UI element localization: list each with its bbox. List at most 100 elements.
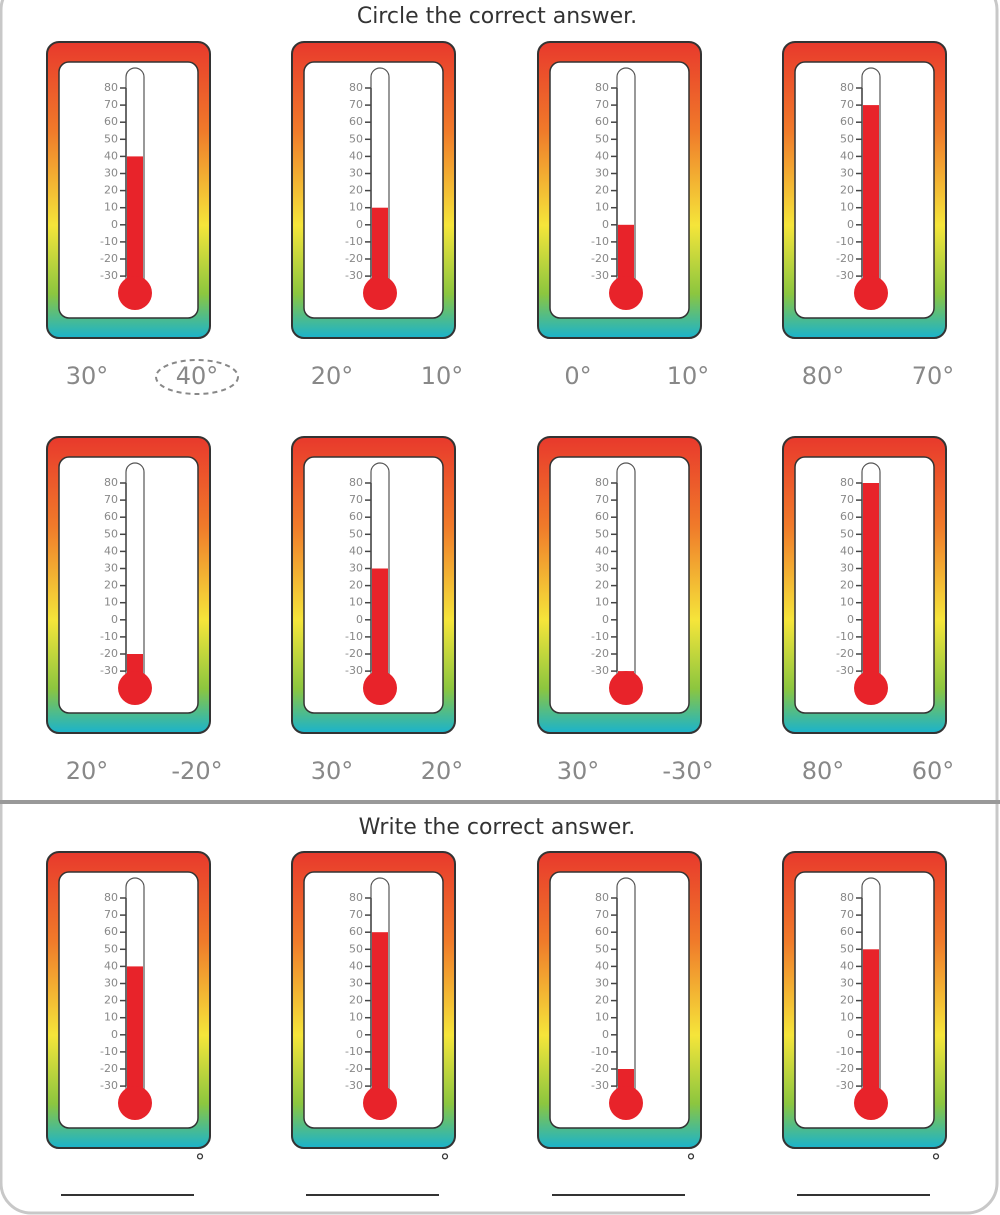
- scale-label: 50: [840, 527, 854, 540]
- answer-option[interactable]: 30°: [311, 757, 354, 785]
- scale-label: 80: [595, 81, 609, 94]
- scale-label: 70: [840, 98, 854, 111]
- scale-label: -10: [836, 1045, 854, 1058]
- scale-label: -20: [591, 647, 609, 660]
- scale-label: 60: [595, 115, 609, 128]
- scale-label: 70: [595, 98, 609, 111]
- scale-label: 60: [104, 510, 118, 523]
- scale-label: 50: [104, 132, 118, 145]
- scale-label: -20: [345, 647, 363, 660]
- scale-label: 10: [349, 201, 363, 214]
- scale-label: 0: [356, 1028, 363, 1041]
- scale-label: 50: [104, 942, 118, 955]
- answer-option[interactable]: 40°: [176, 362, 219, 390]
- scale-label: 40: [840, 959, 854, 972]
- scale-label: 80: [840, 476, 854, 489]
- answer-option[interactable]: 20°: [311, 362, 354, 390]
- scale-label: 30: [840, 977, 854, 990]
- answer-option[interactable]: 20°: [66, 757, 109, 785]
- scale-label: 20: [104, 579, 118, 592]
- scale-label: 20: [595, 579, 609, 592]
- answer-option[interactable]: 10°: [667, 362, 710, 390]
- scale-label: -10: [345, 630, 363, 643]
- scale-label: -30: [345, 1079, 363, 1092]
- answer-option[interactable]: 0°: [564, 362, 591, 390]
- degree-sign: °: [195, 1150, 205, 1174]
- scale-label: -20: [345, 1062, 363, 1075]
- answer-option[interactable]: 30°: [66, 362, 109, 390]
- scale-label: -30: [100, 664, 118, 677]
- answer-option[interactable]: 80°: [802, 362, 845, 390]
- scale-label: -20: [591, 252, 609, 265]
- scale-label: 20: [349, 994, 363, 1007]
- scale-label: 10: [840, 596, 854, 609]
- scale-label: -30: [345, 269, 363, 282]
- scale-label: 70: [349, 493, 363, 506]
- scale-label: 20: [595, 994, 609, 1007]
- scale-label: 20: [349, 184, 363, 197]
- scale-label: 30: [595, 562, 609, 575]
- answer-option[interactable]: 30°: [557, 757, 600, 785]
- scale-label: 50: [349, 942, 363, 955]
- thermometer-bulb: [118, 1086, 152, 1120]
- scale-label: 40: [595, 149, 609, 162]
- scale-label: 60: [349, 115, 363, 128]
- scale-label: -10: [345, 235, 363, 248]
- scale-label: 20: [104, 994, 118, 1007]
- scale-label: 40: [104, 149, 118, 162]
- scale-label: 50: [104, 527, 118, 540]
- scale-label: -20: [100, 1062, 118, 1075]
- scale-label: 10: [840, 201, 854, 214]
- scale-label: 10: [349, 596, 363, 609]
- scale-label: 50: [840, 132, 854, 145]
- answer-option[interactable]: -20°: [171, 757, 222, 785]
- scale-label: -20: [836, 252, 854, 265]
- answer-option[interactable]: 80°: [802, 757, 845, 785]
- answer-option[interactable]: 20°: [421, 757, 464, 785]
- temperature-fill: [618, 224, 634, 293]
- scale-label: 20: [104, 184, 118, 197]
- scale-label: 40: [349, 149, 363, 162]
- scale-label: -30: [836, 664, 854, 677]
- scale-label: -20: [591, 1062, 609, 1075]
- scale-label: 0: [847, 218, 854, 231]
- scale-label: 40: [840, 149, 854, 162]
- scale-label: 40: [349, 544, 363, 557]
- scale-label: 10: [595, 596, 609, 609]
- scale-label: -10: [591, 235, 609, 248]
- answer-option[interactable]: -30°: [662, 757, 713, 785]
- answer-option[interactable]: 60°: [912, 757, 955, 785]
- scale-label: 30: [349, 167, 363, 180]
- scale-label: -20: [836, 1062, 854, 1075]
- scale-label: 40: [595, 544, 609, 557]
- temperature-fill: [372, 932, 388, 1103]
- scale-label: 60: [349, 925, 363, 938]
- answer-option[interactable]: 10°: [421, 362, 464, 390]
- temperature-fill: [372, 568, 388, 688]
- scale-label: 30: [349, 562, 363, 575]
- degree-sign: °: [686, 1150, 696, 1174]
- scale-label: 50: [595, 527, 609, 540]
- thermometer-bulb: [363, 671, 397, 705]
- temperature-fill: [127, 966, 143, 1103]
- scale-label: -10: [100, 235, 118, 248]
- scale-label: 50: [840, 942, 854, 955]
- thermometer-bulb: [609, 276, 643, 310]
- answer-option[interactable]: 70°: [912, 362, 955, 390]
- scale-label: 40: [349, 959, 363, 972]
- scale-label: 80: [349, 476, 363, 489]
- scale-label: 30: [840, 167, 854, 180]
- scale-label: 70: [840, 493, 854, 506]
- scale-label: -20: [100, 647, 118, 660]
- scale-label: 80: [104, 476, 118, 489]
- scale-label: 0: [111, 613, 118, 626]
- scale-label: 20: [840, 994, 854, 1007]
- scale-label: 30: [595, 977, 609, 990]
- scale-label: 10: [595, 1011, 609, 1024]
- scale-label: -10: [100, 630, 118, 643]
- scale-label: -30: [836, 1079, 854, 1092]
- temperature-fill: [863, 483, 879, 688]
- scale-label: -10: [345, 1045, 363, 1058]
- scale-label: 10: [104, 201, 118, 214]
- scale-label: -30: [836, 269, 854, 282]
